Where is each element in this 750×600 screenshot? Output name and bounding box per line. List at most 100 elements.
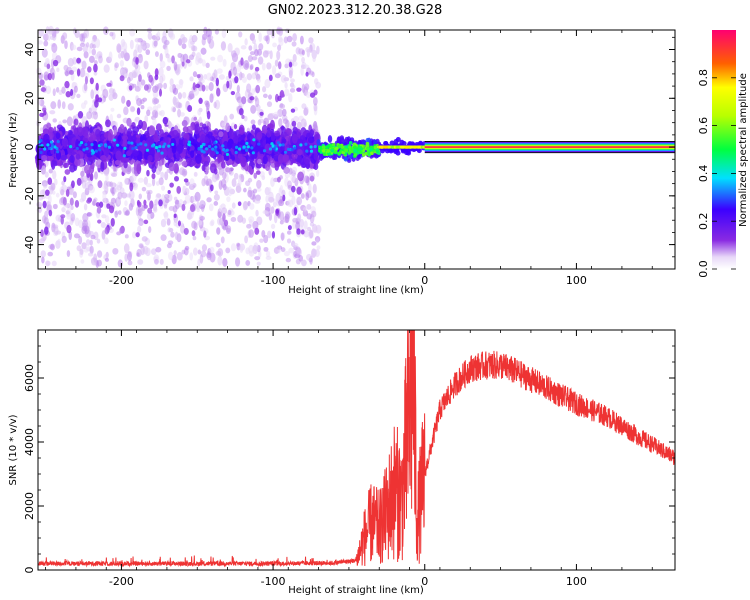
colorbar-ticks: 0.0 0.2 0.4 0.6 0.8 (697, 69, 736, 278)
spectrogram-cell (47, 72, 53, 81)
spectrogram-cell (163, 82, 168, 90)
spectrogram-cell (249, 51, 255, 56)
spectrogram-cell (230, 216, 237, 223)
spectrogram-cell (187, 140, 191, 144)
spectrogram-cell (395, 150, 401, 156)
spectrogram-cell (247, 55, 253, 63)
spectrogram-cell (43, 33, 49, 42)
spectrogram-cell (152, 85, 159, 94)
spectrogram-cell (353, 145, 357, 149)
spectrogram-cell (286, 238, 292, 244)
spectrogram-cell (205, 85, 209, 92)
spectrogram-cell (321, 145, 326, 149)
spectrogram-cell (193, 222, 198, 231)
spectrogram-cell (316, 45, 320, 55)
spectrogram-cell (313, 78, 319, 85)
spectrogram-cell (243, 115, 248, 122)
spectrogram-cell (269, 119, 275, 131)
spectrogram-cell (252, 220, 259, 230)
spectrogram-cell (232, 135, 239, 145)
spectrogram-cell (217, 248, 224, 257)
spectrogram-cell (246, 165, 253, 173)
spectrogram-cell (106, 82, 112, 87)
spectrogram-cell (359, 150, 363, 155)
spectrogram-cell (171, 55, 175, 64)
spectrogram-cell (57, 99, 62, 109)
spectrogram-cell (103, 237, 109, 245)
spectrogram-cell (108, 51, 113, 61)
spectrogram-y-tick: -40 (23, 236, 675, 254)
spectrogram-cell (230, 243, 237, 252)
spectrogram-cell (222, 58, 227, 67)
spectrogram-cell (108, 128, 114, 140)
spectrogram-cell (412, 145, 418, 149)
spectrogram-cell (272, 147, 276, 151)
spectrogram-cell (91, 48, 97, 56)
spectrogram-cell (282, 152, 289, 163)
spectrogram-cell (216, 227, 221, 235)
spectrogram-cell (79, 67, 86, 78)
spectrogram-cell (252, 194, 256, 203)
spectrogram-cell (369, 148, 373, 152)
spectrogram-cell (55, 132, 61, 140)
snr-y-tick: 4000 (23, 428, 675, 456)
spectrogram-cell (258, 250, 262, 258)
spectrogram-cell (138, 83, 143, 89)
spectrogram-cell (122, 154, 126, 158)
spectrogram-cell (198, 97, 203, 105)
colorbar-tick: 0.8 (697, 69, 736, 87)
spectrogram-cell (40, 250, 46, 258)
spectrogram-cell (80, 259, 85, 264)
spectrogram-cell (123, 243, 130, 254)
spectrogram-cell (108, 159, 113, 167)
spectrogram-cell (278, 199, 285, 207)
spectrogram-cell (152, 97, 158, 105)
spectrogram-cell (81, 242, 87, 250)
spectrogram-cell (185, 59, 191, 64)
spectrogram-y-tick-label: 20 (23, 91, 36, 105)
spectrogram-cell (145, 148, 150, 152)
spectrogram-cell (144, 115, 149, 123)
spectrogram-cell (215, 77, 220, 87)
spectrogram-cell (311, 210, 317, 218)
spectrogram-cell (155, 123, 162, 132)
spectrogram-cell (143, 176, 148, 185)
spectrogram-cell (357, 147, 362, 151)
spectrogram-cell (80, 170, 85, 177)
spectrogram-cell (301, 49, 306, 56)
spectrogram-cell (181, 61, 185, 67)
spectrogram-cell (98, 148, 102, 152)
spectrogram-cell (90, 89, 95, 100)
spectrogram-cell (112, 88, 116, 97)
spectrogram-cell (102, 191, 107, 202)
spectrogram-cell (55, 214, 62, 222)
spectrogram-cell (170, 231, 175, 238)
spectrogram-cell (143, 84, 149, 91)
spectrogram-cell (67, 129, 73, 136)
spectrogram-frame (37, 29, 676, 270)
spectrogram-cell (237, 201, 242, 207)
spectrogram-cell (211, 147, 215, 151)
spectrogram-cell (280, 232, 285, 241)
spectrogram-cell (76, 177, 82, 186)
spectrogram-cell (297, 171, 304, 182)
spectrogram-x-tick-label: 0 (421, 274, 428, 287)
spectrogram-cell (122, 135, 129, 141)
spectrogram-cell (75, 138, 80, 150)
spectrogram-cell (192, 71, 198, 78)
spectrogram-cell (171, 142, 175, 147)
spectrogram-cell (192, 236, 197, 241)
spectrogram-cell (271, 65, 277, 75)
spectrogram-cell (125, 209, 130, 216)
spectrogram-cell (90, 257, 97, 266)
spectrogram-cell (127, 128, 133, 136)
spectrogram-cell (163, 142, 167, 146)
spectrogram-cell (174, 217, 178, 223)
spectrogram-cell (51, 43, 58, 53)
spectrogram-cell (158, 145, 162, 149)
spectrogram-cell (47, 251, 54, 257)
colorbar-tick: 0.0 (697, 260, 736, 278)
spectrogram-cell (281, 143, 285, 147)
spectrogram-cell (149, 200, 154, 210)
spectrogram-cell (129, 182, 134, 192)
